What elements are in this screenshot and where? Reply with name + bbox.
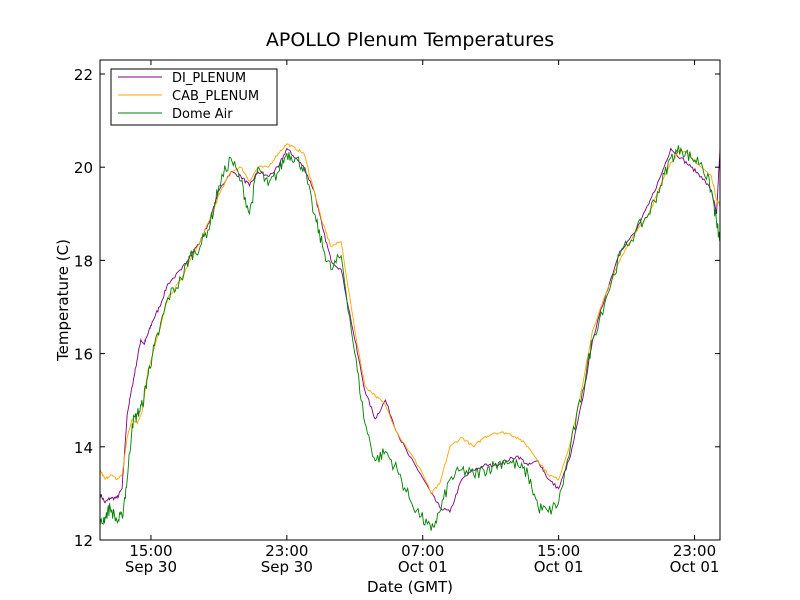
legend: DI_PLENUM CAB_PLENUM Dome Air	[110, 68, 278, 126]
plot-area-frame	[99, 59, 721, 541]
legend-label: DI_PLENUM	[172, 71, 246, 86]
y-tick-label: 18	[74, 252, 93, 270]
x-tick-time-label: 07:00	[401, 542, 444, 560]
x-tick-date-label: Oct 01	[670, 558, 720, 576]
x-tick-date-label: Oct 01	[534, 558, 584, 576]
chart-title: APOLLO Plenum Temperatures	[266, 29, 554, 51]
x-tick-time-label: 23:00	[673, 542, 716, 560]
legend-frame	[110, 68, 278, 126]
y-tick-label: 14	[74, 439, 93, 457]
x-tick-time-label: 23:00	[265, 542, 308, 560]
x-tick-time-label: 15:00	[537, 542, 580, 560]
x-tick-date-label: Oct 01	[398, 558, 448, 576]
x-tick-time-label: 15:00	[129, 542, 172, 560]
legend-label: CAB_PLENUM	[172, 89, 259, 104]
y-tick-label: 12	[74, 532, 93, 550]
legend-label: Dome Air	[172, 107, 233, 122]
y-tick-label: 20	[74, 159, 93, 177]
series-layer	[99, 143, 721, 531]
x-tick-date-label: Sep 30	[261, 558, 313, 576]
y-tick-label: 22	[74, 66, 93, 84]
y-tick-label: 16	[74, 346, 93, 364]
x-tick-date-label: Sep 30	[125, 558, 177, 576]
x-axis-label: Date (GMT)	[367, 578, 453, 596]
y-axis-label: Temperature (C)	[54, 239, 72, 362]
series-line-dome-air	[99, 145, 721, 531]
